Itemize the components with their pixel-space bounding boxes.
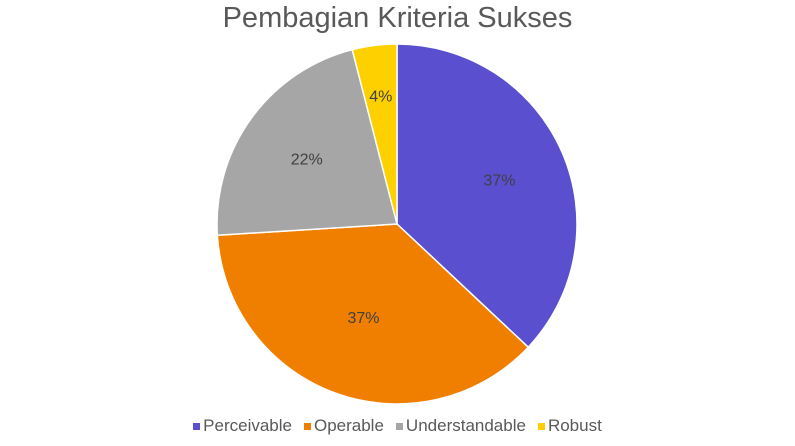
legend-label-perceivable: Perceivable [203, 416, 292, 435]
data-label-understandable: 22% [291, 151, 323, 168]
data-label-perceivable: 37% [483, 173, 515, 190]
legend-swatch-robust [537, 422, 545, 430]
legend-label-robust: Robust [547, 416, 602, 435]
legend-swatch-perceivable [193, 422, 201, 430]
legend-label-operable: Operable [313, 416, 384, 435]
pie-slice-robust [351, 43, 398, 225]
data-label-operable: 37% [347, 310, 379, 327]
pie-slice-perceivable [396, 43, 578, 349]
legend-label-understandable: Understandable [405, 416, 526, 435]
legend-item-perceivable: Perceivable [193, 416, 292, 436]
pie-slice-operable [216, 223, 530, 405]
legend-item-operable: Operable [303, 416, 384, 436]
legend: Perceivable Operable Understandable Robu… [0, 416, 795, 436]
legend-swatch-understandable [395, 422, 403, 430]
chart-title: Pembagian Kriteria Sukses [222, 2, 573, 34]
legend-swatch-operable [303, 422, 311, 430]
data-label-robust: 4% [369, 88, 392, 105]
legend-item-robust: Robust [537, 416, 602, 436]
pie-slice-understandable [216, 48, 398, 237]
legend-item-understandable: Understandable [395, 416, 526, 436]
